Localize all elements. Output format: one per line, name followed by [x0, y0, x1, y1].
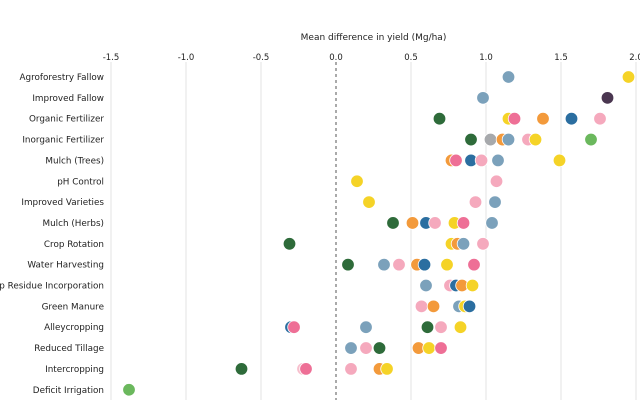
data-point	[362, 195, 376, 209]
data-point	[282, 237, 297, 251]
category-label: Mulch (Herbs)	[43, 219, 105, 229]
category-label: Agroforestry Fallow	[20, 73, 104, 83]
data-point	[453, 320, 468, 334]
x-tick-label: -1.0	[178, 53, 195, 63]
category-label: Alleycropping	[44, 323, 104, 333]
category-label: Mulch (Trees)	[45, 156, 104, 166]
data-point	[359, 341, 373, 355]
data-point	[386, 216, 400, 230]
x-tick-label: -0.5	[253, 53, 270, 63]
data-point	[483, 132, 498, 147]
data-point	[593, 111, 607, 126]
data-point	[507, 111, 522, 126]
data-point	[350, 174, 364, 188]
data-point	[344, 341, 358, 355]
grid-lines	[110, 62, 637, 400]
data-point	[380, 362, 394, 376]
data-point	[552, 153, 567, 168]
category-label: Deficit Irrigation	[33, 386, 104, 396]
category-label: pH Control	[57, 177, 104, 187]
data-point	[501, 70, 516, 84]
data-point	[536, 111, 550, 126]
data-point	[432, 111, 447, 126]
category-label: Water Harvesting	[27, 261, 104, 271]
category-label: Intercropping	[45, 365, 104, 375]
category-label: Improved Varieties	[21, 198, 104, 208]
data-point	[584, 132, 598, 147]
data-point	[341, 257, 355, 272]
category-label: Reduced Tillage	[34, 344, 104, 354]
data-point	[428, 216, 442, 230]
data-point	[299, 362, 313, 376]
data-point	[359, 320, 373, 334]
x-tick-label: 0.5	[404, 53, 418, 63]
category-label: Improved Fallow	[32, 94, 104, 104]
data-point	[489, 174, 504, 188]
x-tick-label: 1.5	[554, 53, 568, 63]
data-point	[405, 216, 420, 230]
x-tick-label: 2.0	[629, 53, 640, 63]
data-point	[234, 362, 249, 376]
data-point	[414, 299, 429, 314]
category-label: Inorganic Fertilizer	[22, 136, 104, 146]
data-point	[476, 237, 490, 251]
data-point	[440, 257, 454, 272]
data-point	[464, 132, 478, 147]
data-point	[287, 320, 301, 334]
data-point	[420, 320, 435, 334]
x-axis-ticks: -1.5 -1.0 -0.5 0.0 0.5 1.0 1.5 2.0	[103, 53, 640, 63]
category-label: Green Manure	[42, 302, 104, 312]
data-point	[468, 195, 483, 209]
x-tick-label: 1.0	[479, 53, 493, 63]
data-point	[600, 91, 615, 105]
data-point	[462, 299, 477, 314]
data-point	[422, 341, 436, 355]
category-labels: Agroforestry Fallow Improved Fallow Organi…	[0, 73, 104, 396]
data-point	[491, 153, 505, 168]
category-label: Organic Fertilizer	[29, 115, 104, 125]
data-point	[434, 341, 448, 355]
data-point	[377, 257, 391, 272]
x-tick-label: 0.0	[329, 53, 343, 63]
x-axis-title: Mean difference in yield (Mg/ha)	[301, 33, 447, 43]
data-point	[476, 91, 490, 105]
data-point	[419, 278, 433, 293]
data-point	[449, 153, 463, 168]
data-point	[434, 320, 448, 334]
data-point	[456, 216, 471, 230]
data-point	[372, 341, 387, 355]
data-point	[564, 111, 579, 126]
data-point	[467, 257, 481, 272]
category-label: Crop Rotation	[44, 240, 104, 250]
data-points	[122, 70, 636, 397]
data-point	[392, 257, 406, 272]
data-point	[344, 362, 358, 376]
data-point	[465, 278, 480, 293]
data-point	[485, 216, 499, 230]
category-label: Crop Residue Incorporation	[0, 282, 104, 292]
data-point	[417, 257, 432, 272]
data-point	[474, 153, 489, 168]
data-point	[456, 237, 471, 251]
data-point	[426, 299, 441, 314]
data-point	[621, 70, 636, 84]
data-point	[488, 195, 502, 209]
data-point	[528, 132, 543, 147]
data-point	[122, 383, 136, 397]
data-point	[501, 132, 516, 147]
x-tick-label: -1.5	[103, 53, 120, 63]
